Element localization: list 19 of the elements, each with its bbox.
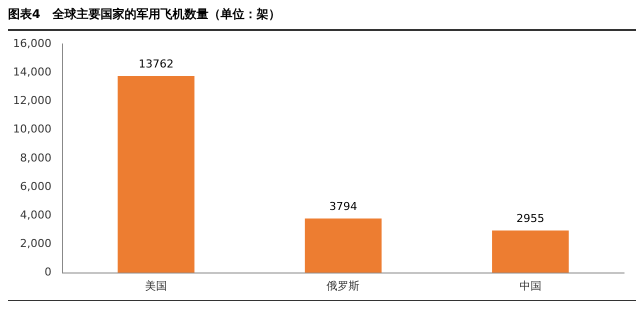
y-tick-label: 16,000 (12, 36, 52, 50)
x-tick-label: 俄罗斯 (326, 279, 360, 292)
y-tick-label: 14,000 (12, 65, 52, 78)
y-tick-label: 2,000 (20, 237, 52, 250)
chart-title: 图表4 全球主要国家的军用飞机数量（单位：架） (8, 6, 636, 31)
x-tick-label: 中国 (519, 279, 542, 292)
bar (118, 76, 194, 273)
y-tick-label: 8,000 (20, 151, 52, 164)
y-tick-label: 10,000 (12, 122, 52, 136)
bar (304, 218, 382, 273)
data-label: 3794 (329, 200, 358, 213)
data-label: 13762 (138, 57, 174, 70)
x-tick-label: 美国 (145, 279, 168, 292)
bar (492, 230, 569, 273)
y-tick-label: 6,000 (20, 180, 52, 193)
data-label: 2955 (516, 212, 544, 225)
y-tick-label: 0 (44, 266, 52, 279)
y-tick-label: 4,000 (20, 208, 52, 222)
y-tick-label: 12,000 (12, 94, 52, 108)
